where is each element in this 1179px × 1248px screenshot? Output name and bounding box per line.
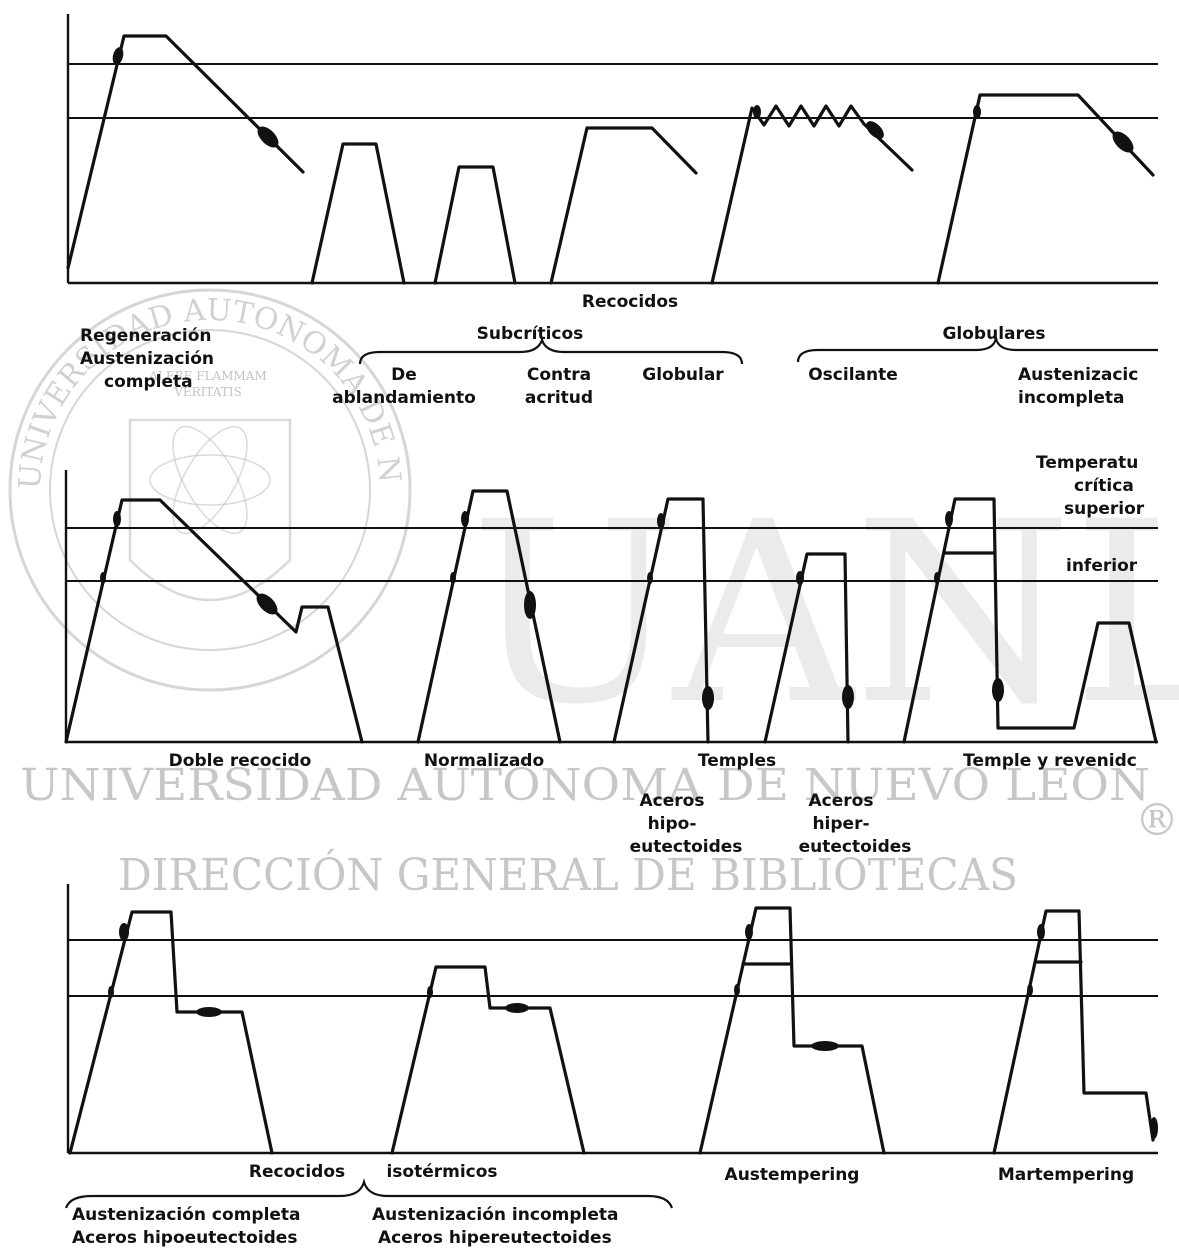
label-critica: crítica (1074, 476, 1134, 496)
label-aceros-1: Aceros (640, 791, 705, 811)
registered-mark: ® (1135, 795, 1179, 846)
transformation-mark (257, 126, 279, 148)
label-doble-recocido: Doble recocido (169, 751, 312, 771)
brace-globulares (796, 337, 1158, 363)
label-normalizado: Normalizado (424, 751, 544, 771)
transformation-mark (119, 923, 129, 941)
label-austenizacion-incompleta-2: incompleta (1018, 388, 1125, 408)
transformation-mark (934, 572, 940, 584)
transformation-mark (524, 591, 536, 619)
label-temple-revenido: Temple y revenidc (963, 751, 1137, 771)
curve-ablandamiento (310, 142, 406, 285)
label-austenizacion-incompleta-1: Austenizacic (1018, 365, 1138, 385)
seal-motto-1: ALERE FLAMMAM (148, 369, 267, 383)
transformation-mark (1027, 984, 1033, 996)
label-acritud: acritud (525, 388, 593, 408)
label-subcriticos: Subcríticos (477, 324, 584, 344)
transformation-mark (450, 572, 456, 584)
curve-doble-recocido (64, 498, 364, 744)
label-superior: superior (1064, 499, 1145, 519)
transformation-mark (100, 572, 106, 584)
transformation-mark (1037, 924, 1045, 940)
label-temperatura: Temperatu (1036, 453, 1138, 473)
watermark-university-name: UNIVERSIDAD AUTÓNOMA DE NUEVO LEÓN (20, 758, 1150, 811)
transformation-mark (505, 1003, 529, 1013)
curve-austempering (698, 906, 886, 1155)
label-recocidos: Recocidos (582, 292, 678, 312)
label-martempering: Martempering (998, 1165, 1134, 1185)
watermark-library-name: DIRECCIÓN GENERAL DE BIBLIOTECAS (118, 848, 1018, 901)
label-austenizacion-completa: Austenización completa (72, 1205, 301, 1225)
label-austenizacion-incompleta: Austenización incompleta (372, 1205, 618, 1225)
label-oscilante: Oscilante (808, 365, 898, 385)
transformation-mark (112, 47, 124, 65)
transformation-mark (196, 1007, 222, 1017)
row-1-annealing-diagram: Recocidos Subcríticos Globulares Regener… (66, 14, 1158, 408)
transformation-mark (973, 105, 981, 119)
label-contra: Contra (527, 365, 591, 385)
transformation-mark (108, 986, 114, 998)
transformation-mark (113, 511, 121, 527)
transformation-mark (702, 686, 714, 710)
label-globulares: Globulares (942, 324, 1045, 344)
brace-recocidos-isotermicos (64, 1178, 674, 1209)
curve-globular (549, 126, 698, 285)
transformation-mark (734, 984, 740, 996)
transformation-mark (811, 1041, 839, 1051)
transformation-mark (753, 105, 761, 119)
label-austenizacion: Austenización (80, 349, 214, 369)
curve-isotermico-completo (68, 910, 274, 1155)
curve-martempering (992, 909, 1155, 1155)
curve-normalizado (416, 489, 562, 744)
brace-subcriticos (358, 336, 744, 365)
transformation-mark (1150, 1117, 1158, 1139)
watermark-uanl: UANL (470, 468, 1179, 759)
label-temples: Temples (698, 751, 776, 771)
transformation-mark (866, 121, 884, 139)
transformation-mark (745, 924, 753, 940)
transformation-mark (945, 511, 953, 527)
curve-temple-hipo (612, 497, 710, 744)
label-hiper: hiper- (812, 814, 869, 834)
transformation-mark (992, 678, 1004, 702)
row-3-isothermal-diagram: Recocidos isotérmicos Austempering Marte… (64, 884, 1158, 1248)
transformation-mark (647, 572, 653, 584)
label-eutectoides-2: eutectoides (799, 837, 912, 857)
transformation-mark (842, 685, 854, 709)
transformation-mark (1112, 131, 1134, 153)
label-isotermicos: isotérmicos (386, 1162, 497, 1182)
label-inferior: inferior (1066, 556, 1138, 576)
transformation-mark (796, 571, 804, 585)
transformation-mark (427, 986, 433, 998)
label-de: De (391, 365, 417, 385)
transformation-mark (461, 511, 469, 527)
label-aceros-hipoeutectoides: Aceros hipoeutectoides (72, 1228, 297, 1248)
curve-temple-hiper (763, 552, 850, 744)
curve-oscilante (710, 104, 914, 285)
curve-temple-revenido (902, 497, 1158, 744)
curve-isotermico-incompleto (390, 965, 586, 1155)
curve-regeneracion (66, 34, 305, 270)
label-aceros-hipereutectoides: Aceros hipereutectoides (378, 1228, 612, 1248)
seal-shield-shape (128, 418, 292, 602)
label-recocidos-isotermicos-1: Recocidos (249, 1162, 345, 1182)
row-2-hardening-diagram: Temperatu crítica superior inferior Dobl… (64, 453, 1158, 857)
label-ablandamiento: ablandamiento (332, 388, 476, 408)
curve-contra-acritud (433, 165, 517, 285)
transformation-mark (657, 513, 665, 529)
label-austempering: Austempering (725, 1165, 860, 1185)
transformation-mark (256, 593, 278, 615)
label-eutectoides-1: eutectoides (630, 837, 743, 857)
label-completa: completa (104, 372, 193, 392)
label-globular: Globular (642, 365, 724, 385)
seal-motto-2: VERITATIS (173, 385, 242, 399)
curve-austenizacion-incompleta (936, 93, 1155, 285)
label-aceros-2: Aceros (809, 791, 874, 811)
label-regeneracion: Regeneración (80, 326, 212, 346)
label-hipo: hipo- (648, 814, 697, 834)
